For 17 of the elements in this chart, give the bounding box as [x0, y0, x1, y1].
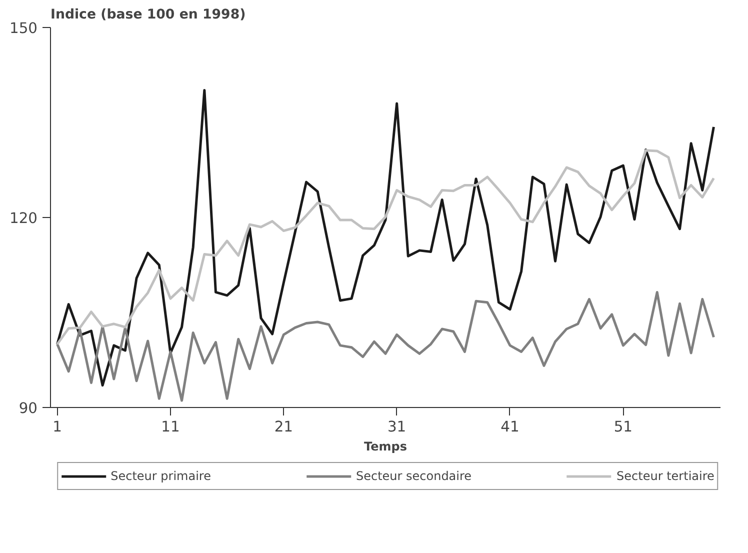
x-tick-label: 11 — [161, 418, 180, 436]
legend-label: Secteur secondaire — [356, 469, 472, 483]
line-series — [56, 290, 715, 402]
line-series — [56, 88, 715, 387]
y-tick-label: 150 — [10, 20, 38, 37]
y-tick-label: 90 — [18, 400, 38, 417]
y-tick-label: 120 — [10, 210, 38, 227]
x-tick-label: 41 — [500, 418, 520, 436]
x-tick-label: 31 — [387, 418, 406, 436]
x-tick-label: 1 — [52, 418, 62, 436]
legend-label: Secteur primaire — [110, 469, 211, 483]
legend-label: Secteur tertiaire — [616, 469, 714, 483]
x-tick-label: 51 — [614, 418, 632, 436]
line-series — [56, 149, 715, 346]
y-axis-title: Indice (base 100 en 1998) — [50, 8, 246, 22]
x-axis-title: Temps — [364, 440, 407, 454]
x-tick-label: 21 — [274, 418, 293, 436]
